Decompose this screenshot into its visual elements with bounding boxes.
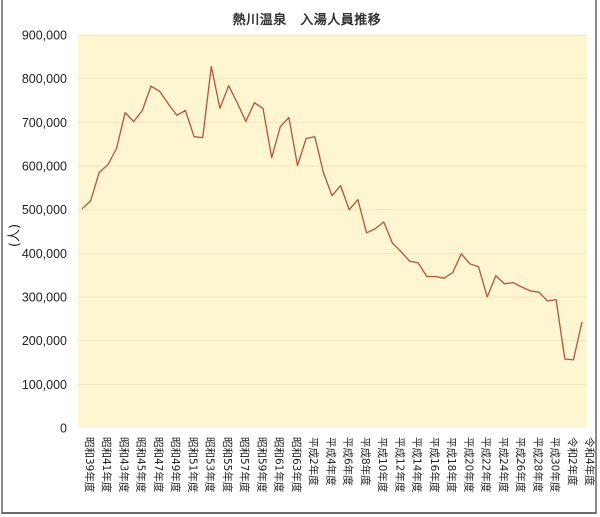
- x-axis-ticks: 昭和39年度 昭和41年度 昭和43年度 昭和45年度 昭和47年度 昭和49年度 昭和51…: [83, 437, 596, 493]
- x-tick-label: 昭和61年度: [273, 437, 286, 493]
- plot-area: [78, 35, 587, 428]
- x-tick-label: 平成12年度: [393, 437, 406, 493]
- series-line-visitors: [81, 65, 583, 361]
- x-tick-label: 令和4年度: [583, 437, 596, 486]
- x-tick-label: 平成20年度: [462, 437, 475, 493]
- y-tick-label: 100,000: [22, 378, 67, 392]
- x-tick-label: 昭和59年度: [255, 437, 268, 493]
- chart-title: 熱川温泉 入湯人員推移: [232, 13, 382, 28]
- x-tick-label: 平成28年度: [531, 437, 544, 493]
- x-tick-label: 昭和55年度: [221, 437, 234, 493]
- x-tick-label: 昭和49年度: [169, 437, 182, 493]
- x-tick-label: 平成8年度: [359, 437, 372, 486]
- x-tick-label: 平成14年度: [411, 437, 424, 493]
- y-tick-label: 700,000: [22, 116, 67, 130]
- x-tick-label: 昭和39年度: [83, 437, 96, 493]
- x-tick-label: 平成6年度: [342, 437, 355, 486]
- x-tick-label: 昭和41年度: [100, 437, 113, 493]
- x-tick-label: 平成16年度: [428, 437, 441, 493]
- x-tick-label: 平成4年度: [324, 437, 337, 486]
- x-tick-label: 昭和57年度: [238, 437, 251, 493]
- x-tick-label: 平成26年度: [514, 437, 527, 493]
- y-tick-label: 900,000: [22, 29, 67, 43]
- y-tick-label: 0: [60, 422, 67, 436]
- x-tick-label: 昭和63年度: [290, 437, 303, 493]
- x-tick-label: 平成24年度: [497, 437, 510, 493]
- gridlines: [78, 34, 587, 385]
- x-tick-label: 平成10年度: [376, 437, 389, 493]
- x-tick-label: 昭和53年度: [204, 437, 217, 493]
- y-tick-label: 800,000: [22, 72, 67, 86]
- y-tick-label: 600,000: [22, 160, 67, 174]
- y-tick-label: 400,000: [22, 247, 67, 261]
- x-tick-label: 昭和51年度: [186, 437, 199, 493]
- x-tick-label: 令和2年度: [566, 437, 579, 486]
- y-axis-ticks: 0 100,000 200,000 300,000 400,000 500,000 600,…: [22, 29, 67, 436]
- x-tick-label: 平成18年度: [445, 437, 458, 493]
- x-tick-label: 昭和43年度: [117, 437, 130, 493]
- x-tick-label: 平成22年度: [480, 437, 493, 493]
- y-tick-label: 300,000: [22, 291, 67, 305]
- x-tick-label: 昭和47年度: [152, 437, 165, 493]
- y-tick-label: 500,000: [22, 203, 67, 217]
- y-tick-label: 200,000: [22, 334, 67, 348]
- x-tick-label: 平成30年度: [549, 437, 562, 493]
- x-tick-label: 平成2年度: [307, 437, 320, 486]
- x-tick-label: 昭和45年度: [135, 437, 148, 493]
